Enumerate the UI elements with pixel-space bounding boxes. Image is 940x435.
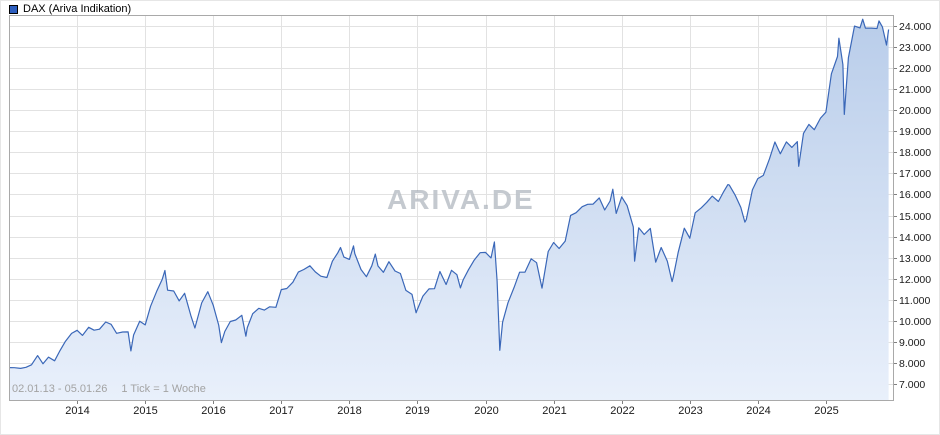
date-range-label: 02.01.13 - 05.01.26 — [12, 383, 108, 395]
y-axis-label: 11.000 — [899, 295, 930, 307]
y-axis-label: 21.000 — [899, 84, 931, 96]
x-axis-label: 2020 — [474, 405, 498, 417]
y-axis-label: 9.000 — [899, 337, 925, 349]
y-axis-label: 14.000 — [899, 232, 931, 244]
series-label: DAX (Ariva Indikation) — [23, 3, 132, 15]
x-axis-label: 2017 — [269, 405, 293, 417]
area-fill — [9, 19, 889, 401]
y-axis-label: 16.000 — [899, 189, 931, 201]
y-axis-label: 24.000 — [899, 21, 931, 33]
x-axis-label: 2016 — [201, 405, 225, 417]
y-axis-label: 15.000 — [899, 211, 931, 223]
x-axis-label: 2025 — [814, 405, 838, 417]
y-axis-label: 12.000 — [899, 274, 931, 286]
series-color-swatch-icon — [9, 4, 18, 14]
y-axis-label: 17.000 — [899, 168, 931, 180]
y-axis-label: 7.000 — [899, 379, 925, 391]
x-axis-label: 2022 — [610, 405, 634, 417]
x-axis-label: 2024 — [746, 405, 770, 417]
x-axis-label: 2014 — [65, 405, 89, 417]
y-axis-label: 10.000 — [899, 316, 931, 328]
y-axis-label: 8.000 — [899, 358, 925, 370]
y-axis-label: 19.000 — [899, 126, 931, 138]
price-line — [8, 18, 890, 369]
x-axis-label: 2019 — [405, 405, 429, 417]
x-axis-label: 2021 — [542, 405, 566, 417]
y-axis-label: 22.000 — [899, 63, 931, 75]
tick-interval-label: 1 Tick = 1 Woche — [121, 383, 206, 395]
y-axis-label: 23.000 — [899, 42, 931, 54]
x-axis-label: 2018 — [337, 405, 361, 417]
y-axis-label: 18.000 — [899, 147, 931, 159]
y-axis-label: 20.000 — [899, 105, 931, 117]
y-axis-label: 13.000 — [899, 253, 931, 265]
x-axis-label: 2015 — [133, 405, 157, 417]
range-info: 02.01.13 - 05.01.26 1 Tick = 1 Woche — [12, 383, 220, 395]
chart-legend: DAX (Ariva Indikation) — [9, 3, 131, 15]
ariva-watermark: ARIVA.DE — [387, 184, 535, 215]
x-axis-label: 2023 — [678, 405, 702, 417]
